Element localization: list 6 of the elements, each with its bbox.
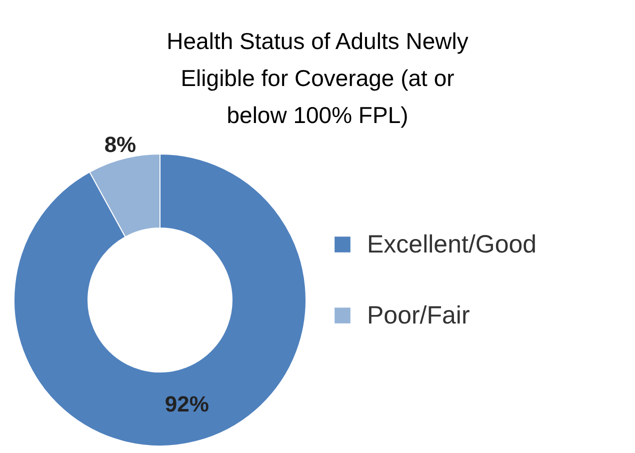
chart-title: Health Status of Adults Newly Eligible for Coverage (at or below 100% FPL) [166,28,469,128]
data-label: 92% [164,392,209,417]
legend-label: Excellent/Good [367,230,537,258]
data-label: 8% [104,132,136,158]
legend-label: Poor/Fair [367,302,470,330]
donut-slice [14,154,306,446]
